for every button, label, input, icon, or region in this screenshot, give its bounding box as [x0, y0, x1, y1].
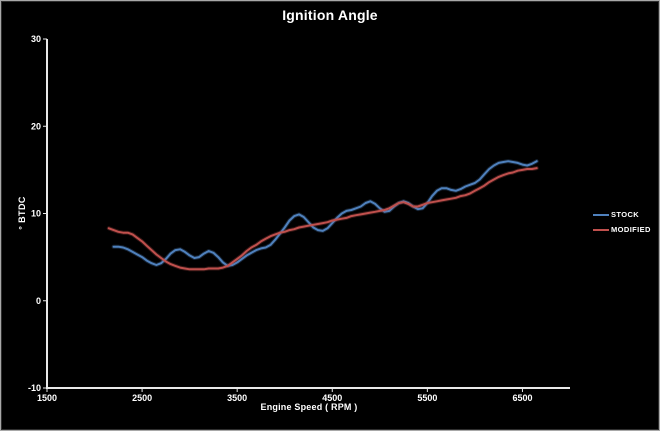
- y-axis-title: ° BTDC: [17, 196, 27, 230]
- modified-line: [107, 167, 538, 271]
- x-tick-label: 1500: [37, 393, 57, 403]
- modified-line-swatch: [593, 228, 609, 231]
- x-axis-title: Engine Speed ( RPM ): [260, 402, 358, 412]
- legend-item-stock: STOCK: [593, 210, 651, 219]
- y-tick-label: 0: [36, 296, 41, 306]
- stock-line-swatch: [593, 213, 609, 216]
- legend: STOCK MODIFIED: [593, 210, 651, 234]
- legend-label-stock: STOCK: [611, 210, 640, 219]
- y-tick-label: 30: [31, 34, 41, 44]
- y-tick-label: 10: [31, 209, 41, 219]
- chart-title: Ignition Angle: [282, 7, 378, 23]
- y-tick-label: -10: [28, 383, 41, 393]
- x-tick-label: 3500: [227, 393, 247, 403]
- x-tick-label: 2500: [132, 393, 152, 403]
- x-tick-label: 5500: [417, 393, 437, 403]
- x-tick-label: 6500: [512, 393, 532, 403]
- y-tick-label: 20: [31, 121, 41, 131]
- stock-line: [112, 160, 538, 267]
- x-tick-label: 4500: [322, 393, 342, 403]
- legend-item-modified: MODIFIED: [593, 225, 651, 234]
- legend-label-modified: MODIFIED: [611, 225, 651, 234]
